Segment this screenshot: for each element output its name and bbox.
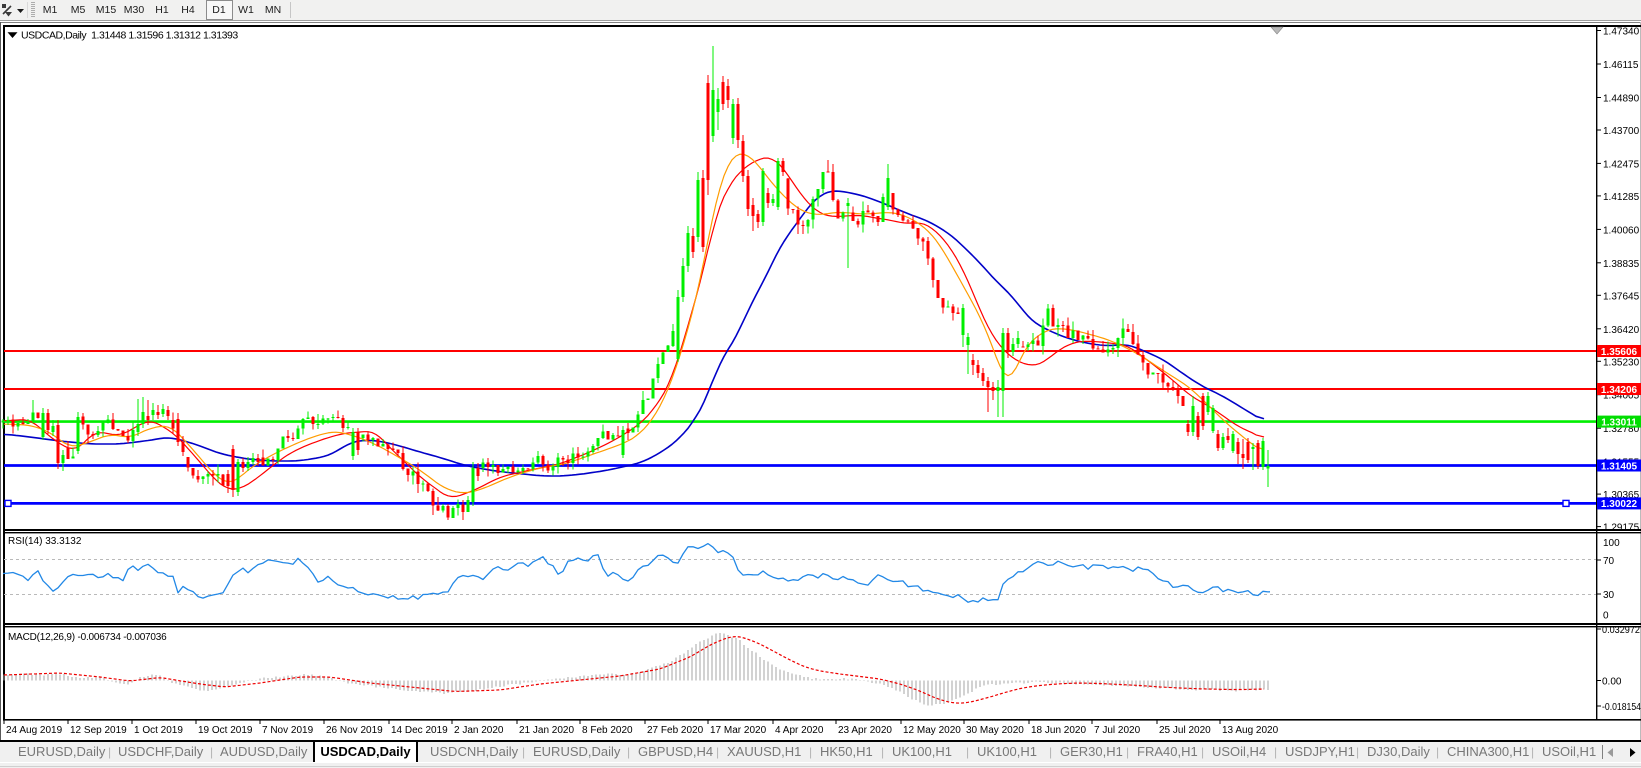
svg-text:8 Feb 2020: 8 Feb 2020 (582, 725, 633, 736)
svg-text:14 Dec 2019: 14 Dec 2019 (391, 725, 448, 736)
svg-text:27 Feb 2020: 27 Feb 2020 (647, 725, 704, 736)
svg-text:1.33011: 1.33011 (1601, 417, 1637, 428)
svg-text:21 Jan 2020: 21 Jan 2020 (519, 725, 574, 736)
svg-text:0.00: 0.00 (1602, 677, 1622, 688)
svg-text:30: 30 (1603, 590, 1615, 601)
svg-text:1.44890: 1.44890 (1603, 94, 1640, 105)
svg-text:1.29175: 1.29175 (1603, 523, 1640, 534)
svg-text:30 May 2020: 30 May 2020 (966, 725, 1024, 736)
svg-text:100: 100 (1603, 538, 1620, 549)
svg-text:7 Nov 2019: 7 Nov 2019 (262, 725, 314, 736)
svg-text:25 Jul 2020: 25 Jul 2020 (1159, 725, 1211, 736)
svg-text:1.43700: 1.43700 (1603, 126, 1640, 137)
svg-text:12 Sep 2019: 12 Sep 2019 (70, 725, 127, 736)
svg-text:7 Jul 2020: 7 Jul 2020 (1094, 725, 1141, 736)
svg-text:17 Mar 2020: 17 Mar 2020 (710, 725, 767, 736)
svg-text:13 Aug 2020: 13 Aug 2020 (1222, 725, 1279, 736)
svg-text:1.37645: 1.37645 (1603, 291, 1640, 302)
svg-text:4 Apr 2020: 4 Apr 2020 (775, 725, 824, 736)
svg-text:26 Nov 2019: 26 Nov 2019 (326, 725, 383, 736)
svg-text:1.34206: 1.34206 (1601, 385, 1638, 396)
svg-text:23 Apr 2020: 23 Apr 2020 (838, 725, 892, 736)
svg-text:1.31405: 1.31405 (1601, 461, 1638, 472)
svg-text:18 Jun 2020: 18 Jun 2020 (1031, 725, 1086, 736)
svg-text:70: 70 (1603, 556, 1615, 567)
svg-text:0.032972: 0.032972 (1602, 625, 1640, 636)
svg-text:19 Oct 2019: 19 Oct 2019 (198, 725, 253, 736)
svg-text:24 Aug 2019: 24 Aug 2019 (6, 725, 63, 736)
svg-text:1.38835: 1.38835 (1603, 259, 1640, 270)
svg-text:1.30365: 1.30365 (1603, 490, 1640, 501)
svg-text:1.36420: 1.36420 (1603, 325, 1640, 336)
svg-text:1.35606: 1.35606 (1601, 347, 1638, 358)
svg-text:0: 0 (1603, 611, 1609, 622)
svg-text:12 May 2020: 12 May 2020 (903, 725, 961, 736)
svg-text:-0.018154: -0.018154 (1602, 702, 1641, 713)
svg-text:1.35230: 1.35230 (1603, 357, 1640, 368)
svg-text:1.34005: 1.34005 (1603, 391, 1640, 402)
svg-text:1.46115: 1.46115 (1603, 60, 1639, 71)
svg-text:1.41285: 1.41285 (1603, 192, 1640, 203)
svg-text:1.32780: 1.32780 (1603, 424, 1640, 435)
svg-text:1 Oct 2019: 1 Oct 2019 (134, 725, 183, 736)
svg-text:1.47340: 1.47340 (1603, 27, 1640, 38)
svg-text:MACD(12,26,9) -0.006734 -0.007: MACD(12,26,9) -0.006734 -0.007036 (8, 632, 167, 643)
svg-text:USDCAD,Daily 1.31448 1.31596: USDCAD,Daily 1.31448 1.31596 1.31312 1.3… (21, 30, 238, 42)
svg-text:1.42475: 1.42475 (1603, 159, 1640, 170)
svg-text:1.30022: 1.30022 (1601, 499, 1638, 510)
svg-text:1.40060: 1.40060 (1603, 225, 1640, 236)
svg-text:2 Jan 2020: 2 Jan 2020 (454, 725, 504, 736)
svg-text:RSI(14) 33.3132: RSI(14) 33.3132 (8, 536, 82, 547)
